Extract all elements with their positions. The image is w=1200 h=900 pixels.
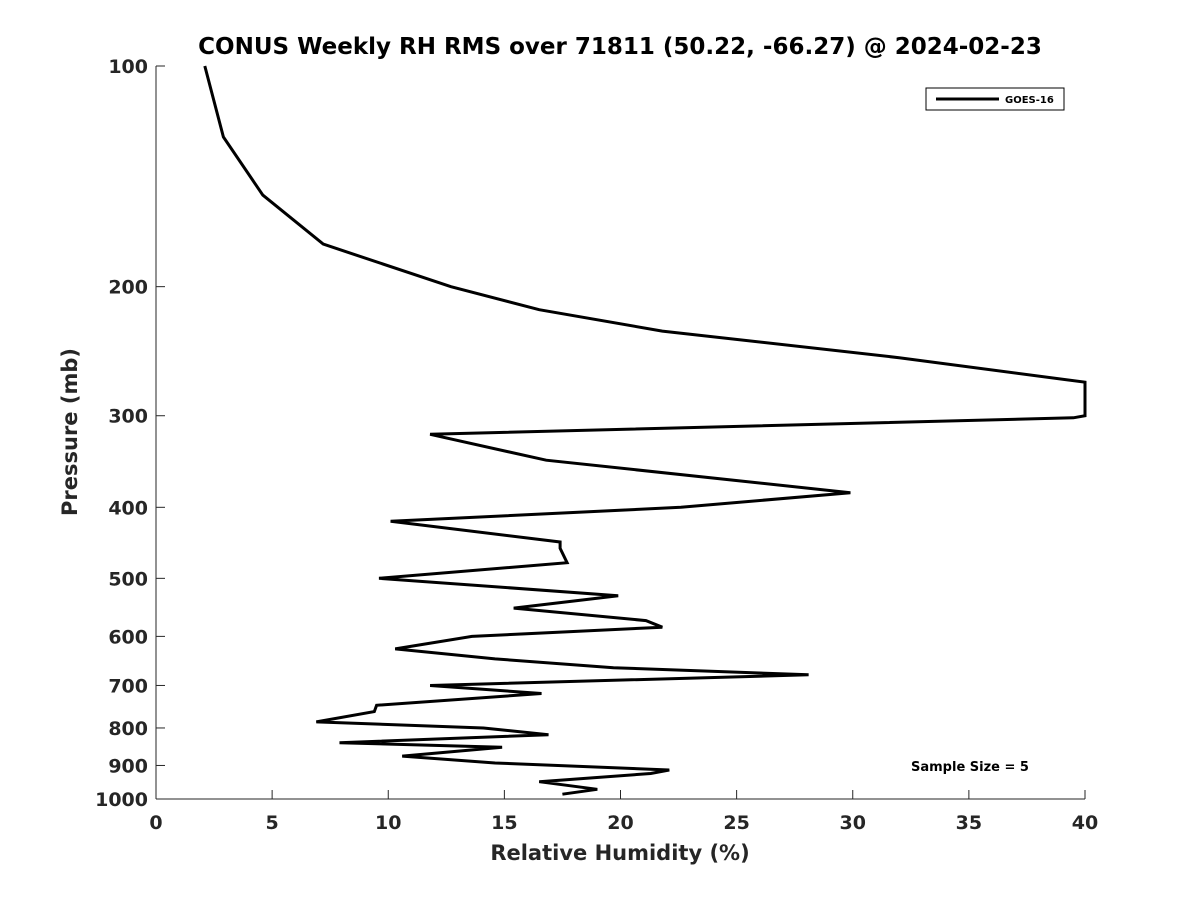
x-tick-label: 5 [266,812,279,834]
y-tick-label: 100 [108,56,148,78]
x-tick-label: 15 [491,812,517,834]
y-tick-label: 300 [108,406,148,428]
chart-title: CONUS Weekly RH RMS over 71811 (50.22, -… [198,34,1042,60]
x-axis: 0 5 10 15 20 25 30 35 40 [149,790,1098,834]
x-tick-label: 40 [1072,812,1098,834]
x-axis-label: Relative Humidity (%) [490,841,749,865]
sample-size-annotation: Sample Size = 5 [911,760,1029,775]
y-axis-label: Pressure (mb) [58,348,82,516]
y-tick-label: 600 [108,626,148,648]
plot-area [155,65,1087,800]
y-tick-label: 700 [108,675,148,697]
y-tick-label: 400 [108,497,148,519]
x-tick-label: 20 [607,812,633,834]
series-line-goes-16 [203,65,1087,796]
legend-label-goes-16: GOES-16 [1005,95,1054,106]
x-tick-label: 25 [723,812,749,834]
y-tick-label: 500 [108,568,148,590]
y-tick-label: 1000 [95,789,148,811]
x-tick-label: 30 [840,812,866,834]
x-tick-label: 35 [956,812,982,834]
y-tick-label: 200 [108,277,148,299]
legend: GOES-16 [925,87,1065,111]
x-tick-label: 10 [375,812,401,834]
x-tick-label: 0 [149,812,162,834]
y-axis: 100 200 300 400 500 600 700 800 900 1000 [95,56,165,811]
y-tick-label: 800 [108,718,148,740]
y-tick-label: 900 [108,755,148,777]
